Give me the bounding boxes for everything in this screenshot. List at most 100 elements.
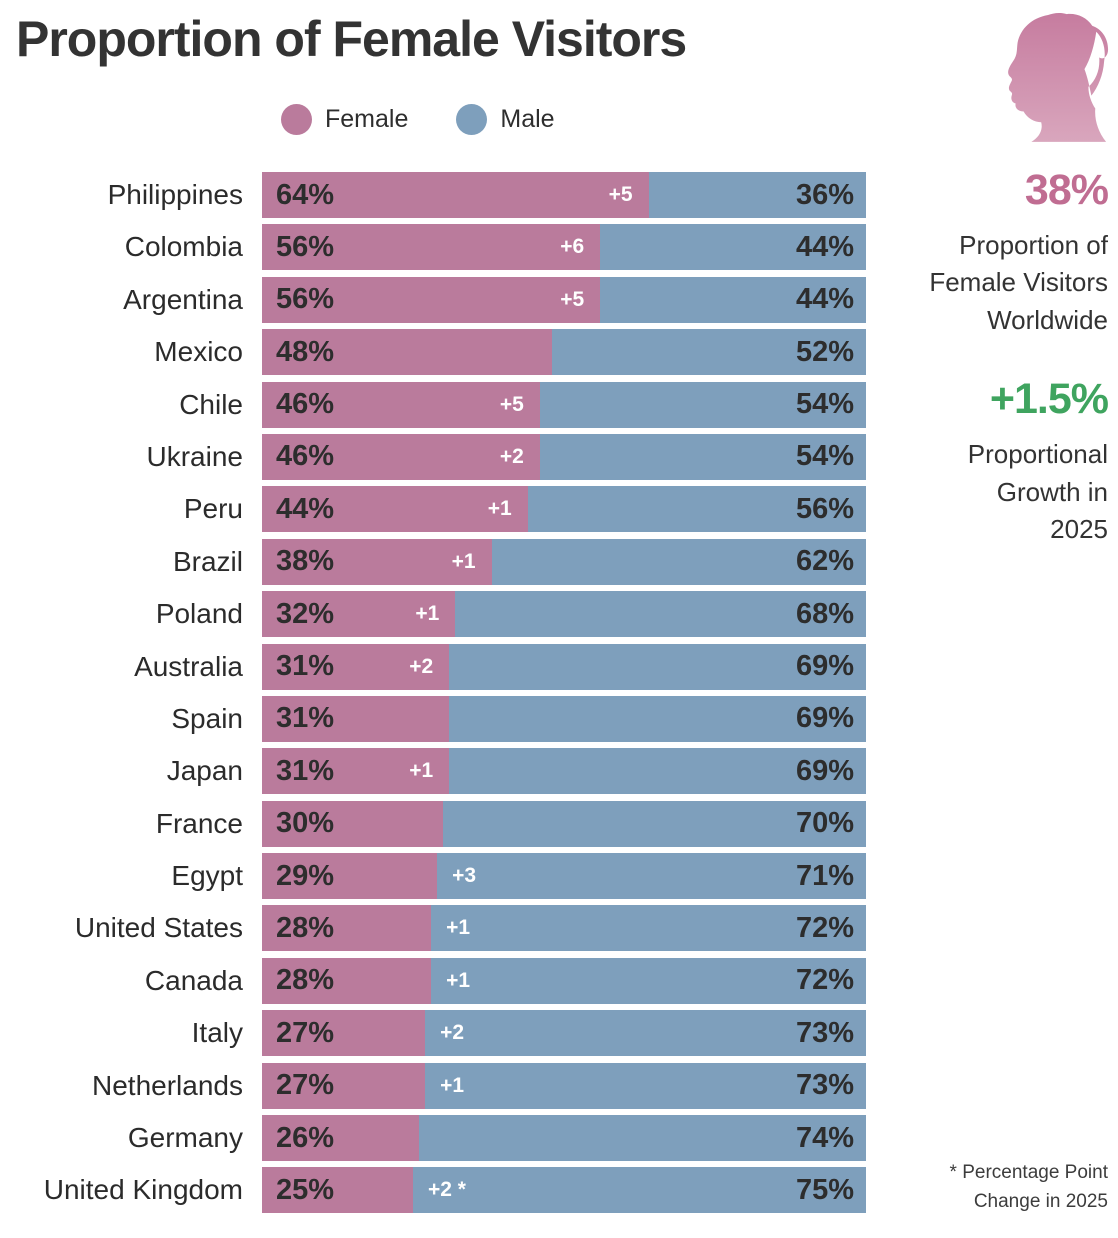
male-value-label: 54% — [795, 440, 854, 473]
bar-row: Netherlands 27% +1 73% — [0, 1062, 866, 1109]
male-value-label: 56% — [795, 492, 854, 525]
female-legend-dot — [281, 104, 312, 135]
stacked-bar: 46% +2 54% — [262, 433, 866, 480]
male-value-label: 73% — [795, 1016, 854, 1049]
change-badge: +1 — [440, 1073, 465, 1097]
country-label: United Kingdom — [43, 1174, 243, 1206]
change-badge: +1 — [446, 968, 471, 992]
female-value-label: 38% — [276, 545, 335, 578]
male-bar-segment: +1 72% — [431, 957, 866, 1004]
female-bar-segment: 31% — [262, 695, 450, 742]
bar-row: Poland 32% +1 68% — [0, 591, 866, 638]
female-bar-segment: 56% +5 — [262, 276, 601, 323]
male-value-label: 44% — [795, 230, 854, 263]
bar-row: United States 28% +1 72% — [0, 905, 866, 952]
female-bar-segment: 46% +2 — [262, 433, 540, 480]
bar-row: Mexico 48% 52% — [0, 329, 866, 376]
change-badge: +1 — [415, 602, 440, 626]
worldwide-stat-value: 38% — [1024, 166, 1109, 214]
male-value-label: 70% — [795, 807, 854, 840]
female-bar-segment: 27% — [262, 1010, 426, 1057]
stacked-bar: 31% +1 69% — [262, 748, 866, 795]
female-value-label: 31% — [276, 650, 335, 683]
female-value-label: 25% — [276, 1173, 335, 1206]
bar-row: United Kingdom 25% +2 * 75% — [0, 1167, 866, 1214]
stacked-bar: 26% 74% — [262, 1115, 866, 1162]
female-bar-segment: 46% +5 — [262, 381, 540, 428]
bar-chart: Philippines 64% +5 36% Colombia 56% +6 44% Argen… — [0, 172, 866, 1214]
female-bar-segment: 38% +1 — [262, 538, 492, 585]
female-bar-segment: 25% — [262, 1167, 413, 1214]
female-bar-segment: 31% +1 — [262, 748, 450, 795]
female-value-label: 27% — [276, 1016, 335, 1049]
female-value-label: 46% — [276, 440, 335, 473]
bar-row: Argentina 56% +5 44% — [0, 276, 866, 323]
bar-row: Colombia 56% +6 44% — [0, 224, 866, 271]
male-bar-segment: +2 * 75% — [413, 1167, 866, 1214]
female-value-label: 26% — [276, 1121, 335, 1154]
country-label: Spain — [171, 702, 243, 734]
male-value-label: 36% — [795, 178, 854, 211]
bar-row: Canada 28% +1 72% — [0, 957, 866, 1004]
stacked-bar: 29% +3 71% — [262, 853, 866, 900]
change-badge: +6 — [560, 235, 585, 259]
male-bar-segment: 54% — [539, 381, 866, 428]
stacked-bar: 31% 69% — [262, 695, 866, 742]
female-value-label: 46% — [276, 388, 335, 421]
bar-row: Spain 31% 69% — [0, 695, 866, 742]
female-value-label: 29% — [276, 859, 335, 892]
country-label: Germany — [127, 1122, 243, 1154]
female-value-label: 32% — [276, 597, 335, 630]
male-value-label: 72% — [795, 964, 854, 997]
male-value-label: 75% — [795, 1173, 854, 1206]
country-label: Australia — [134, 650, 243, 682]
bar-row: Italy 27% +2 73% — [0, 1010, 866, 1057]
change-badge: +1 — [487, 497, 512, 521]
change-badge: +1 — [446, 916, 471, 940]
country-label: Mexico — [154, 336, 243, 368]
country-label: Brazil — [172, 545, 243, 577]
male-bar-segment: 44% — [600, 224, 866, 271]
male-bar-segment: +1 72% — [431, 905, 866, 952]
bar-row: Germany 26% 74% — [0, 1115, 866, 1162]
change-badge: +5 — [499, 392, 524, 416]
stacked-bar: 32% +1 68% — [262, 591, 866, 638]
country-label: Poland — [155, 598, 243, 630]
stacked-bar: 44% +1 56% — [262, 486, 866, 533]
female-bar-segment: 48% — [262, 329, 552, 376]
male-value-label: 71% — [795, 859, 854, 892]
stacked-bar: 48% 52% — [262, 329, 866, 376]
female-value-label: 27% — [276, 1069, 335, 1102]
male-bar-segment: 36% — [648, 172, 866, 218]
female-value-label: 56% — [276, 230, 335, 263]
female-value-label: 64% — [276, 178, 335, 211]
country-label: Argentina — [123, 283, 243, 315]
change-badge: +2 * — [428, 1178, 466, 1202]
woman-silhouette-icon — [994, 6, 1112, 148]
male-bar-segment: +1 73% — [425, 1062, 866, 1109]
male-bar-segment: +3 71% — [437, 853, 866, 900]
female-value-label: 28% — [276, 964, 335, 997]
female-value-label: 28% — [276, 911, 335, 944]
female-bar-segment: 28% — [262, 957, 432, 1004]
change-badge: +3 — [452, 864, 477, 888]
stacked-bar: 56% +5 44% — [262, 276, 866, 323]
female-bar-segment: 64% +5 — [262, 172, 649, 218]
male-bar-segment: 52% — [551, 329, 866, 376]
female-bar-segment: 32% +1 — [262, 591, 456, 638]
change-badge: +5 — [608, 183, 633, 206]
change-badge: +2 — [409, 654, 434, 678]
stacked-bar: 46% +5 54% — [262, 381, 866, 428]
change-badge: +5 — [560, 287, 585, 311]
chart-title: Proportion of Female Visitors — [16, 11, 687, 67]
male-bar-segment: 69% — [449, 643, 866, 690]
legend: Female Male — [281, 104, 603, 135]
stacked-bar: 31% +2 69% — [262, 643, 866, 690]
country-label: France — [155, 807, 243, 839]
male-legend-dot — [456, 104, 488, 135]
country-label: Netherlands — [92, 1069, 243, 1101]
country-label: Egypt — [171, 860, 243, 892]
male-value-label: 69% — [795, 702, 854, 735]
male-bar-segment: 54% — [539, 433, 866, 480]
